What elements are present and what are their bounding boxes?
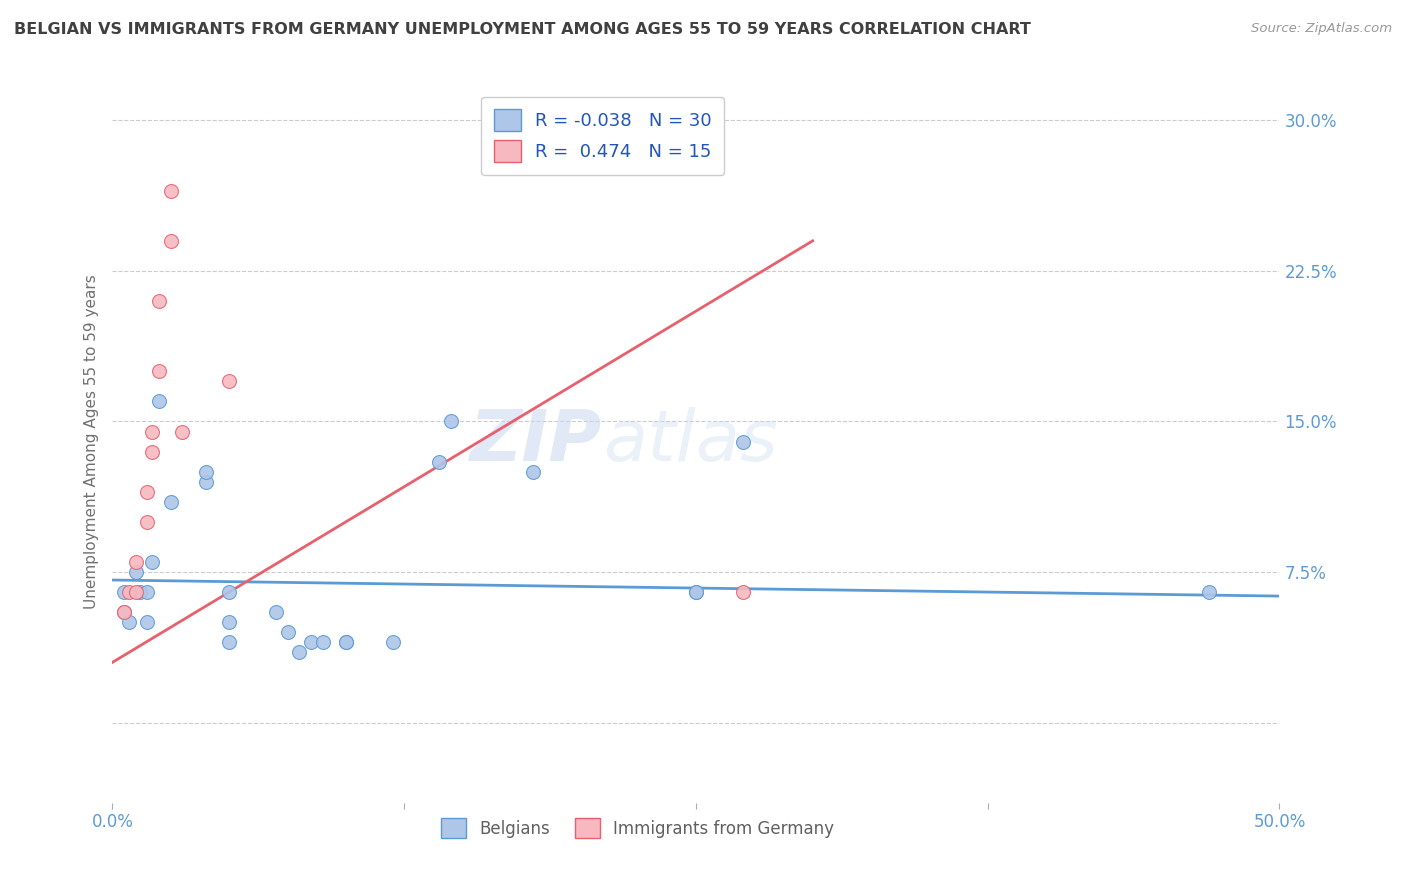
Point (118, 585, 141, 599)
Text: atlas: atlas (603, 407, 778, 476)
Point (194, 475, 217, 489)
Point (731, 585, 754, 599)
Point (685, 585, 707, 599)
Point (218, 375, 240, 389)
Point (112, 605, 135, 619)
Point (136, 585, 159, 599)
Point (194, 465, 217, 479)
Point (381, 635, 404, 649)
Text: BELGIAN VS IMMIGRANTS FROM GERMANY UNEMPLOYMENT AMONG AGES 55 TO 59 YEARS CORREL: BELGIAN VS IMMIGRANTS FROM GERMANY UNEMP… (14, 22, 1031, 37)
Point (160, 494, 183, 508)
Point (335, 635, 357, 649)
Point (136, 615, 159, 630)
Point (427, 455, 450, 469)
Point (148, 364, 170, 378)
Point (440, 414, 463, 429)
Point (141, 555, 163, 569)
Point (112, 605, 135, 619)
Point (148, 394, 170, 409)
Point (299, 635, 322, 649)
Point (1198, 585, 1220, 599)
Point (218, 635, 240, 649)
Text: Source: ZipAtlas.com: Source: ZipAtlas.com (1251, 22, 1392, 36)
Point (311, 635, 333, 649)
Point (118, 615, 141, 630)
Point (218, 615, 240, 630)
Y-axis label: Unemployment Among Ages 55 to 59 years: Unemployment Among Ages 55 to 59 years (83, 274, 98, 609)
Point (141, 444, 163, 458)
Point (731, 434, 754, 449)
Point (218, 585, 240, 599)
Point (112, 585, 135, 599)
Point (136, 515, 159, 529)
Point (125, 565, 148, 579)
Legend: Belgians, Immigrants from Germany: Belgians, Immigrants from Germany (434, 812, 841, 845)
Point (522, 465, 544, 479)
Point (160, 234, 183, 248)
Point (172, 425, 194, 439)
Point (685, 585, 707, 599)
Point (141, 425, 163, 439)
Text: ZIP: ZIP (471, 407, 603, 476)
Point (160, 184, 183, 198)
Point (335, 635, 357, 649)
Point (136, 484, 159, 499)
Point (276, 625, 298, 640)
Point (125, 555, 148, 569)
Point (129, 585, 152, 599)
Point (288, 645, 311, 659)
Point (264, 605, 287, 619)
Point (148, 293, 170, 308)
Point (125, 585, 148, 599)
